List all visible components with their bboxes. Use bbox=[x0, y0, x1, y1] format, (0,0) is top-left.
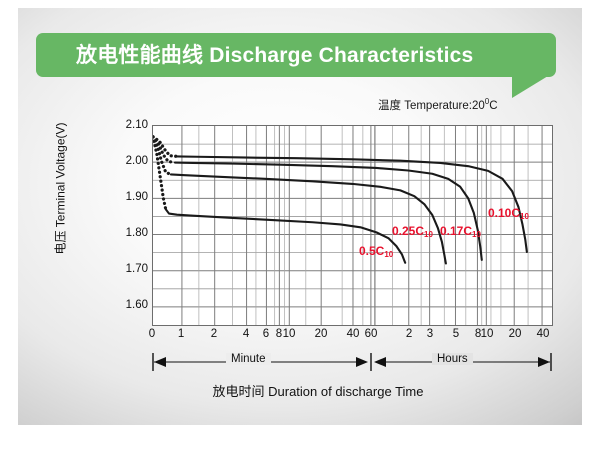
x-tick-label: 8 bbox=[275, 328, 283, 340]
x-axis-caption: 放电时间 Duration of discharge Time bbox=[212, 384, 424, 399]
x-tick-label: 0 bbox=[148, 328, 156, 340]
y-tick-label: 2.10 bbox=[125, 119, 148, 131]
degree-symbol: 0 bbox=[484, 97, 490, 107]
x-tick-label: 40 bbox=[536, 328, 550, 340]
chart-plot-area bbox=[152, 125, 553, 326]
temperature-text: 温度 Temperature:20 bbox=[378, 100, 485, 112]
x-tick-label: 2 bbox=[210, 328, 218, 340]
y-tick-label: 1.80 bbox=[125, 227, 148, 239]
x-tick-label: 1 bbox=[177, 328, 185, 340]
x-tick-label: 3 bbox=[426, 328, 434, 340]
x-tick-label: 60 bbox=[364, 328, 378, 340]
y-axis-title: 电压 Terminal Voltage(V) bbox=[53, 122, 68, 255]
x-tick-label: 20 bbox=[314, 328, 328, 340]
y-tick-label: 1.90 bbox=[125, 191, 148, 203]
discharge-curves-svg bbox=[153, 126, 552, 325]
x-tick-label: 2 bbox=[405, 328, 413, 340]
page-title: 放电性能曲线 Discharge Characteristics bbox=[76, 44, 474, 67]
x-tick-label: 10 bbox=[282, 328, 296, 340]
x-tick-label: 6 bbox=[262, 328, 270, 340]
banner-tail bbox=[512, 33, 572, 103]
temperature-note: 温度 Temperature:200C bbox=[378, 97, 498, 113]
curve-label: 0.25C10 bbox=[392, 224, 433, 239]
x-tick-label: 5 bbox=[452, 328, 460, 340]
y-tick-label: 2.00 bbox=[125, 155, 148, 167]
curve-label: 0.10C10 bbox=[488, 206, 529, 221]
axis-range-bar: Minute Hours bbox=[152, 351, 553, 373]
range-label-minute: Minute bbox=[226, 353, 271, 365]
curve-label: 0.17C10 bbox=[440, 224, 481, 239]
x-tick-label: 40 bbox=[346, 328, 360, 340]
title-banner bbox=[36, 33, 556, 77]
x-tick-label: 8 bbox=[474, 328, 482, 340]
temperature-unit: C bbox=[489, 100, 498, 112]
x-tick-label: 20 bbox=[508, 328, 522, 340]
curve-label: 0.5C10 bbox=[359, 244, 394, 259]
x-tick-label: 10 bbox=[480, 328, 494, 340]
range-label-hours: Hours bbox=[432, 353, 473, 365]
y-tick-label: 1.70 bbox=[125, 263, 148, 275]
content-panel: 放电性能曲线 Discharge Characteristics 温度 Temp… bbox=[18, 8, 582, 425]
x-tick-label: 4 bbox=[242, 328, 250, 340]
y-tick-label: 1.60 bbox=[125, 299, 148, 311]
